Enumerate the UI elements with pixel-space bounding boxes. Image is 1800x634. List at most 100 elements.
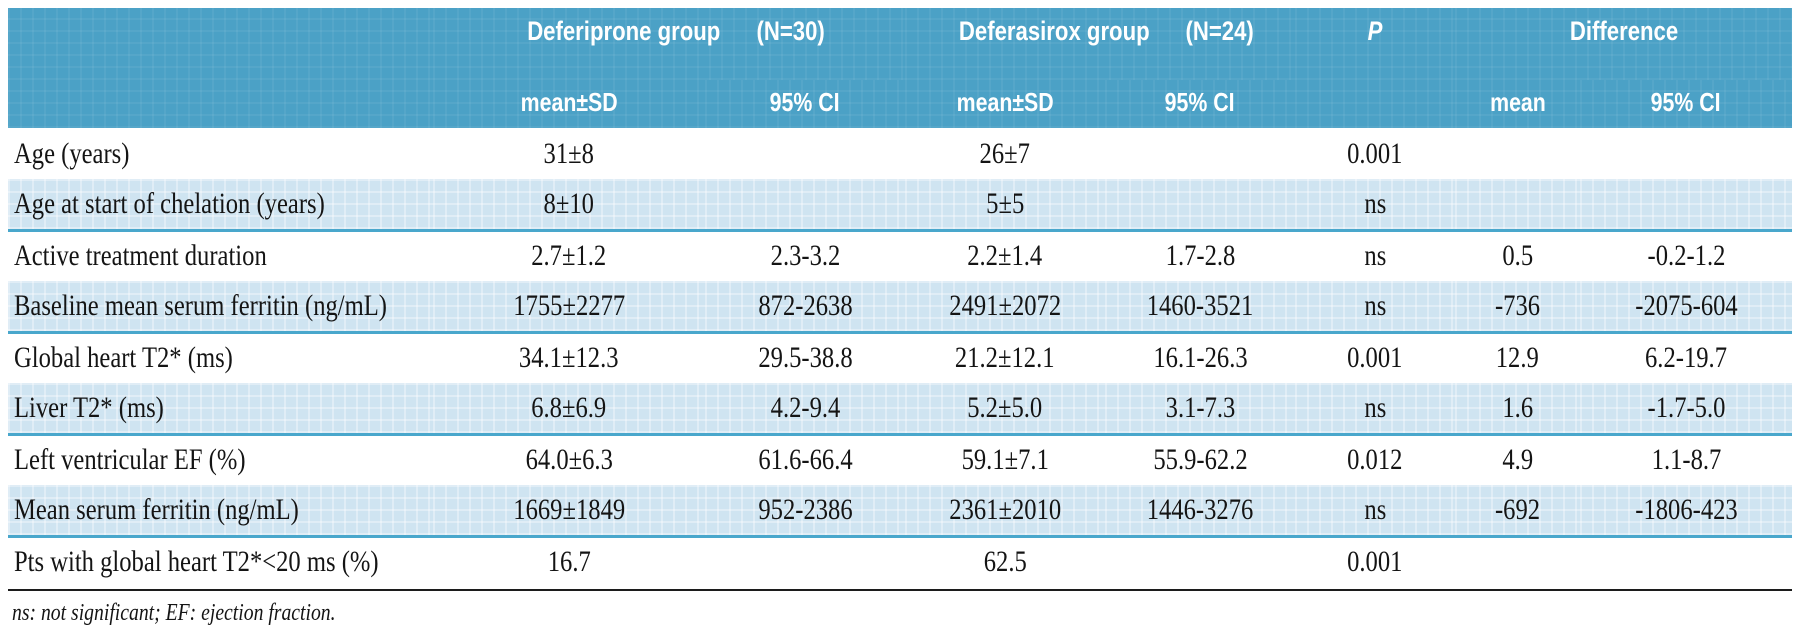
cell-def-mean: 6.8±6.9 — [433, 383, 705, 436]
cell-value: 29.5-38.8 — [757, 341, 853, 375]
cell-value: 6.8±6.9 — [531, 390, 607, 424]
cell-value: -1.7-5.0 — [1647, 390, 1725, 424]
cell-diff-ci: 1.1-8.7 — [1580, 434, 1793, 485]
cell-value: 2.3-3.2 — [770, 239, 840, 273]
group-deferasirox: Deferasirox group (N=24) — [905, 8, 1296, 80]
table-row: Age (years) 31±8 26±7 0.001 — [8, 128, 1793, 179]
cell-value: 8±10 — [543, 186, 595, 220]
cell-diff-mean: 0.5 — [1455, 230, 1581, 281]
cell-p: 0.012 — [1295, 434, 1456, 485]
row-label: Age (years) — [8, 128, 433, 179]
cell-value: 1446-3276 — [1146, 492, 1254, 526]
cell-value: 5±5 — [985, 186, 1025, 220]
cell-p: 0.001 — [1295, 536, 1456, 587]
table-row: Global heart T2* (ms) 34.1±12.3 29.5-38.… — [8, 332, 1793, 383]
cell-value: 1755±2277 — [513, 288, 625, 322]
sub-header-row: mean±SD 95% CI mean±SD 95% CI mean 95% C… — [8, 80, 1793, 128]
cell-p: 0.001 — [1295, 332, 1456, 383]
cell-value: 16.1-26.3 — [1152, 341, 1248, 375]
cell-value: 4.9 — [1502, 443, 1533, 477]
subheader-p — [1295, 80, 1456, 128]
row-label: Mean serum ferritin (ng/mL) — [8, 485, 433, 538]
cell-value: 0.001 — [1347, 136, 1403, 170]
cell-diff-mean — [1455, 179, 1581, 232]
cell-value: 21.2±12.1 — [955, 341, 1055, 375]
cell-diff-mean: -736 — [1455, 281, 1581, 334]
cell-value: -736 — [1494, 288, 1541, 322]
cell-dfx-mean: 5±5 — [905, 179, 1105, 232]
cell-def-ci: 29.5-38.8 — [705, 332, 905, 383]
table-row: Liver T2* (ms) 6.8±6.9 4.2-9.4 5.2±5.0 3… — [8, 383, 1793, 436]
cell-value: -0.2-1.2 — [1647, 239, 1725, 273]
cell-diff-mean — [1455, 128, 1581, 179]
cell-value: -2075-604 — [1634, 288, 1738, 322]
footnote: ns: not significant; EF: ejection fracti… — [12, 600, 1792, 627]
subheader-label: mean — [1489, 87, 1546, 117]
cell-value: 12.9 — [1495, 341, 1540, 375]
cell-diff-ci: -1806-423 — [1580, 485, 1793, 538]
cell-diff-mean: 1.6 — [1455, 383, 1581, 436]
cell-value: 1.6 — [1502, 390, 1533, 424]
row-label: Pts with global heart T2*<20 ms (%) — [8, 536, 433, 587]
table-row: Active treatment duration 2.7±1.2 2.3-3.… — [8, 230, 1793, 281]
group-deferiprone-n: (N=30) — [756, 16, 825, 46]
cell-dfx-ci — [1105, 179, 1296, 232]
cell-value: 1669±1849 — [513, 492, 625, 526]
cell-dfx-mean: 2491±2072 — [905, 281, 1105, 334]
subheader-dfx-ci: 95% CI — [1105, 80, 1296, 128]
cell-value: 1.1-8.7 — [1651, 443, 1721, 477]
cell-value: 3.1-7.3 — [1165, 390, 1235, 424]
cell-diff-mean: -692 — [1455, 485, 1581, 538]
cell-dfx-mean: 2361±2010 — [905, 485, 1105, 538]
cell-diff-ci: 6.2-19.7 — [1580, 332, 1793, 383]
cell-p: ns — [1295, 485, 1456, 538]
group-p: P — [1295, 8, 1456, 80]
cell-def-mean: 1669±1849 — [433, 485, 705, 538]
cell-def-ci: 61.6-66.4 — [705, 434, 905, 485]
cell-def-mean: 16.7 — [433, 536, 705, 587]
cell-dfx-ci — [1105, 536, 1296, 587]
group-header-row: Deferiprone group (N=30) Deferasirox gro… — [8, 8, 1793, 80]
subheader-label: 95% CI — [1651, 87, 1721, 117]
cell-p: ns — [1295, 230, 1456, 281]
cell-def-ci: 872-2638 — [705, 281, 905, 334]
cell-dfx-ci: 1.7-2.8 — [1105, 230, 1296, 281]
comparison-table: Deferiprone group (N=30) Deferasirox gro… — [8, 8, 1793, 587]
cell-value: -1806-423 — [1634, 492, 1738, 526]
row-label-text: Baseline mean serum ferritin (ng/mL) — [14, 288, 387, 322]
row-label-text: Age at start of chelation (years) — [14, 186, 325, 220]
cell-p: 0.001 — [1295, 128, 1456, 179]
cell-dfx-mean: 2.2±1.4 — [905, 230, 1105, 281]
cell-dfx-ci: 16.1-26.3 — [1105, 332, 1296, 383]
subheader-diff-mean: mean — [1455, 80, 1581, 128]
cell-value: ns — [1364, 186, 1386, 220]
cell-value: ns — [1364, 288, 1386, 322]
cell-value: 31±8 — [543, 136, 595, 170]
table-row: Baseline mean serum ferritin (ng/mL) 175… — [8, 281, 1793, 334]
group-deferasirox-n: (N=24) — [1185, 16, 1255, 46]
row-label: Liver T2* (ms) — [8, 383, 433, 436]
cell-value: 5.2±5.0 — [967, 390, 1043, 424]
table-row: Left ventricular EF (%) 64.0±6.3 61.6-66… — [8, 434, 1793, 485]
cell-def-mean: 8±10 — [433, 179, 705, 232]
cell-value: ns — [1364, 492, 1386, 526]
subheader-label: 95% CI — [1165, 87, 1235, 117]
cell-value: 6.2-19.7 — [1645, 341, 1728, 375]
row-label-text: Liver T2* (ms) — [14, 390, 164, 424]
subheader-dfx-mean: mean±SD — [905, 80, 1105, 128]
row-label-text: Left ventricular EF (%) — [14, 443, 246, 477]
cell-value: -692 — [1494, 492, 1541, 526]
cell-value: ns — [1364, 239, 1386, 273]
group-deferasirox-title: Deferasirox group — [959, 16, 1150, 46]
row-label: Left ventricular EF (%) — [8, 434, 433, 485]
cell-dfx-mean: 5.2±5.0 — [905, 383, 1105, 436]
cell-dfx-ci: 55.9-62.2 — [1105, 434, 1296, 485]
subheader-empty — [8, 80, 433, 128]
cell-value: 2491±2072 — [949, 288, 1061, 322]
cell-diff-ci — [1580, 179, 1793, 232]
cell-value: 64.0±6.3 — [525, 443, 613, 477]
cell-diff-ci — [1580, 128, 1793, 179]
subheader-def-ci: 95% CI — [705, 80, 905, 128]
row-label: Global heart T2* (ms) — [8, 332, 433, 383]
